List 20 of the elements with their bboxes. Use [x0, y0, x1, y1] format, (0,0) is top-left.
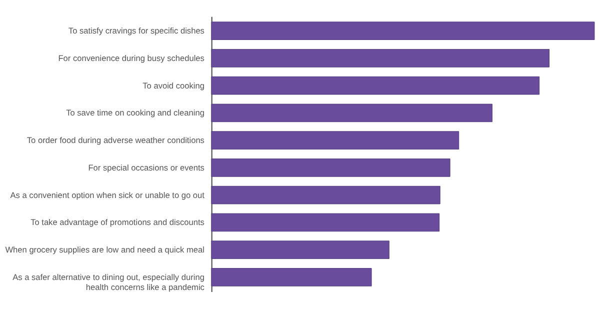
- bar: [211, 213, 440, 232]
- y-tick-label: To take advantage of promotions and discounts: [30, 217, 204, 228]
- y-tick-label: To save time on cooking and cleaning: [66, 108, 205, 118]
- y-tick-label: As a safer alternative to dining out, especially during health concerns like a pandemic: [12, 272, 205, 292]
- y-tick-label: To avoid cooking: [142, 80, 205, 90]
- bar: [211, 76, 540, 95]
- bar: [211, 104, 492, 122]
- bar: [211, 268, 372, 286]
- y-tick-label: To satisfy cravings for specific dishes: [68, 26, 204, 36]
- bar: [211, 240, 390, 259]
- y-tick-label: When grocery supplies are low and need a quick meal: [5, 244, 205, 255]
- y-tick-label: For convenience during busy schedules: [58, 52, 204, 63]
- y-tick-label: For special occasions or events: [88, 162, 204, 172]
- y-tick-label: To order food during adverse weather conditions: [26, 135, 204, 146]
- bar: [211, 186, 440, 204]
- bar: [211, 49, 550, 68]
- y-tick-label: As a convenient option when sick or unable to go out: [10, 190, 206, 200]
- bar: [211, 158, 450, 177]
- bar: [211, 22, 595, 40]
- bar: [211, 131, 460, 150]
